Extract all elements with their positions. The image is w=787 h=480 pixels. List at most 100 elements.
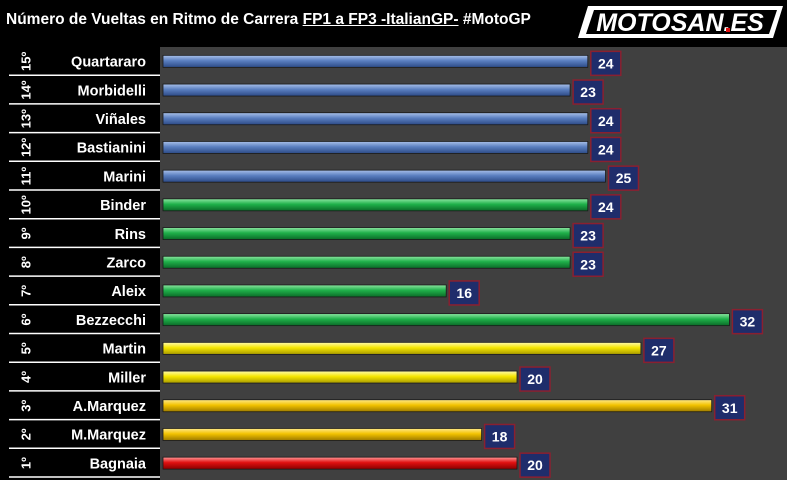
rider-name-label: Miller [108, 370, 146, 386]
bar-m-marquez [162, 428, 483, 441]
row-label-cell [9, 449, 160, 477]
value-box [572, 251, 604, 277]
chart-row: 9º Rins 23 [9, 220, 604, 249]
chart-row: 5º Martin 27 [9, 335, 675, 364]
value-label: 20 [527, 457, 543, 473]
bar-quartararo [162, 54, 589, 68]
row-label-cell [9, 105, 160, 133]
value-label: 16 [456, 285, 472, 301]
value-box [590, 50, 622, 77]
chart-row: 11º Marini 25 [9, 162, 640, 191]
value-label: 24 [598, 141, 614, 157]
rider-name-label: Bagnaia [90, 456, 147, 472]
chart-row: 4º Miller 20 [9, 363, 551, 392]
rider-name-label: Morbidelli [78, 83, 146, 99]
row-label-cell [9, 335, 160, 362]
value-label: 23 [580, 228, 596, 244]
bar-a-marquez [162, 399, 713, 413]
rider-name-label: Bezzecchi [76, 313, 146, 329]
chart-row: 3º A.Marquez 31 [9, 392, 746, 421]
chart-row: 1º Bagnaia 20 [9, 449, 551, 478]
row-label-cell [9, 248, 160, 276]
row-label-cell [9, 277, 160, 305]
row-label-cell [9, 306, 160, 333]
chart-row: 13º Viñales 24 [9, 105, 622, 134]
chart-row: 14º Morbidelli 23 [9, 76, 604, 105]
logo-dot [726, 28, 730, 32]
position-label: 7º [19, 285, 34, 297]
row-label-cell [9, 363, 160, 391]
title-hashtag: #MotoGP [458, 11, 531, 28]
value-box [519, 366, 551, 392]
row-label-cell [9, 48, 160, 75]
row-label-cell [9, 220, 160, 247]
bar-binder [162, 198, 589, 212]
value-box [572, 222, 604, 249]
position-label: 4º [19, 371, 34, 383]
logo-text: MOTOSAN.ES [596, 9, 764, 37]
chart-row: 2º M.Marquez 18 [9, 421, 516, 450]
value-box [519, 452, 551, 478]
bar-aleix [162, 284, 447, 298]
motosan-logo: MOTOSAN.ES [578, 6, 783, 38]
value-box [590, 194, 622, 220]
value-label: 20 [527, 371, 543, 387]
position-label: 1º [19, 457, 34, 469]
value-label: 23 [580, 84, 596, 100]
value-label: 24 [598, 55, 614, 71]
chart-row: 8º Zarco 23 [9, 248, 604, 277]
position-label: 9º [19, 227, 34, 239]
chart-row: 12º Bastianini 24 [9, 134, 622, 163]
row-label-cell [9, 421, 160, 448]
position-label: 12º [19, 138, 34, 157]
rider-name-label: M.Marquez [71, 428, 146, 444]
row-label-cell [9, 162, 160, 190]
value-box [713, 395, 746, 421]
chart-row: 7º Aleix 16 [9, 277, 480, 306]
rows: 15º Quartararo 24 14º Morbidelli 23 13º Viñales… [9, 48, 764, 478]
position-label: 15º [19, 51, 34, 70]
row-label-cell [9, 392, 160, 420]
bar-miller [162, 370, 518, 384]
bar-vi-ales [162, 112, 589, 126]
position-label: 3º [19, 400, 34, 412]
position-label: 2º [19, 428, 34, 440]
value-label: 18 [492, 428, 508, 444]
bar-bastianini [162, 141, 589, 154]
bar-martin [162, 341, 642, 355]
value-box [448, 280, 480, 306]
value-label: 32 [740, 314, 756, 330]
rider-name-label: A.Marquez [73, 399, 146, 415]
chart-row: 15º Quartararo 24 [9, 48, 622, 77]
rider-name-label: Quartararo [71, 55, 146, 71]
value-box [607, 165, 640, 191]
chart-title: Número de Vueltas en Ritmo de Carrera FP… [6, 11, 531, 29]
rider-name-label: Zarco [107, 255, 147, 271]
bar-marini [162, 169, 606, 183]
value-box [572, 79, 604, 105]
rider-name-label: Martin [103, 342, 147, 358]
position-label: 8º [19, 256, 34, 268]
position-label: 13º [19, 109, 34, 128]
row-label-cell [9, 134, 160, 161]
position-label: 5º [19, 342, 34, 354]
row-label-cell [9, 76, 160, 104]
bar-zarco [162, 255, 571, 269]
rider-name-label: Marini [103, 169, 146, 185]
bar-morbidelli [162, 83, 571, 97]
title-main: Número de Vueltas en Ritmo de Carrera [6, 11, 303, 28]
value-box [731, 308, 764, 335]
value-label: 24 [598, 199, 614, 215]
chart-row: 6º Bezzecchi 32 [9, 306, 764, 335]
bar-bagnaia [162, 456, 518, 470]
position-label: 11º [19, 167, 34, 186]
value-label: 25 [616, 170, 632, 186]
row-label-cell [9, 191, 160, 219]
rider-name-label: Bastianini [77, 141, 146, 157]
rider-name-label: Rins [115, 227, 146, 243]
value-box [643, 337, 675, 364]
rider-name-label: Viñales [95, 112, 146, 128]
value-label: 27 [651, 342, 667, 358]
rider-name-label: Aleix [111, 284, 146, 300]
